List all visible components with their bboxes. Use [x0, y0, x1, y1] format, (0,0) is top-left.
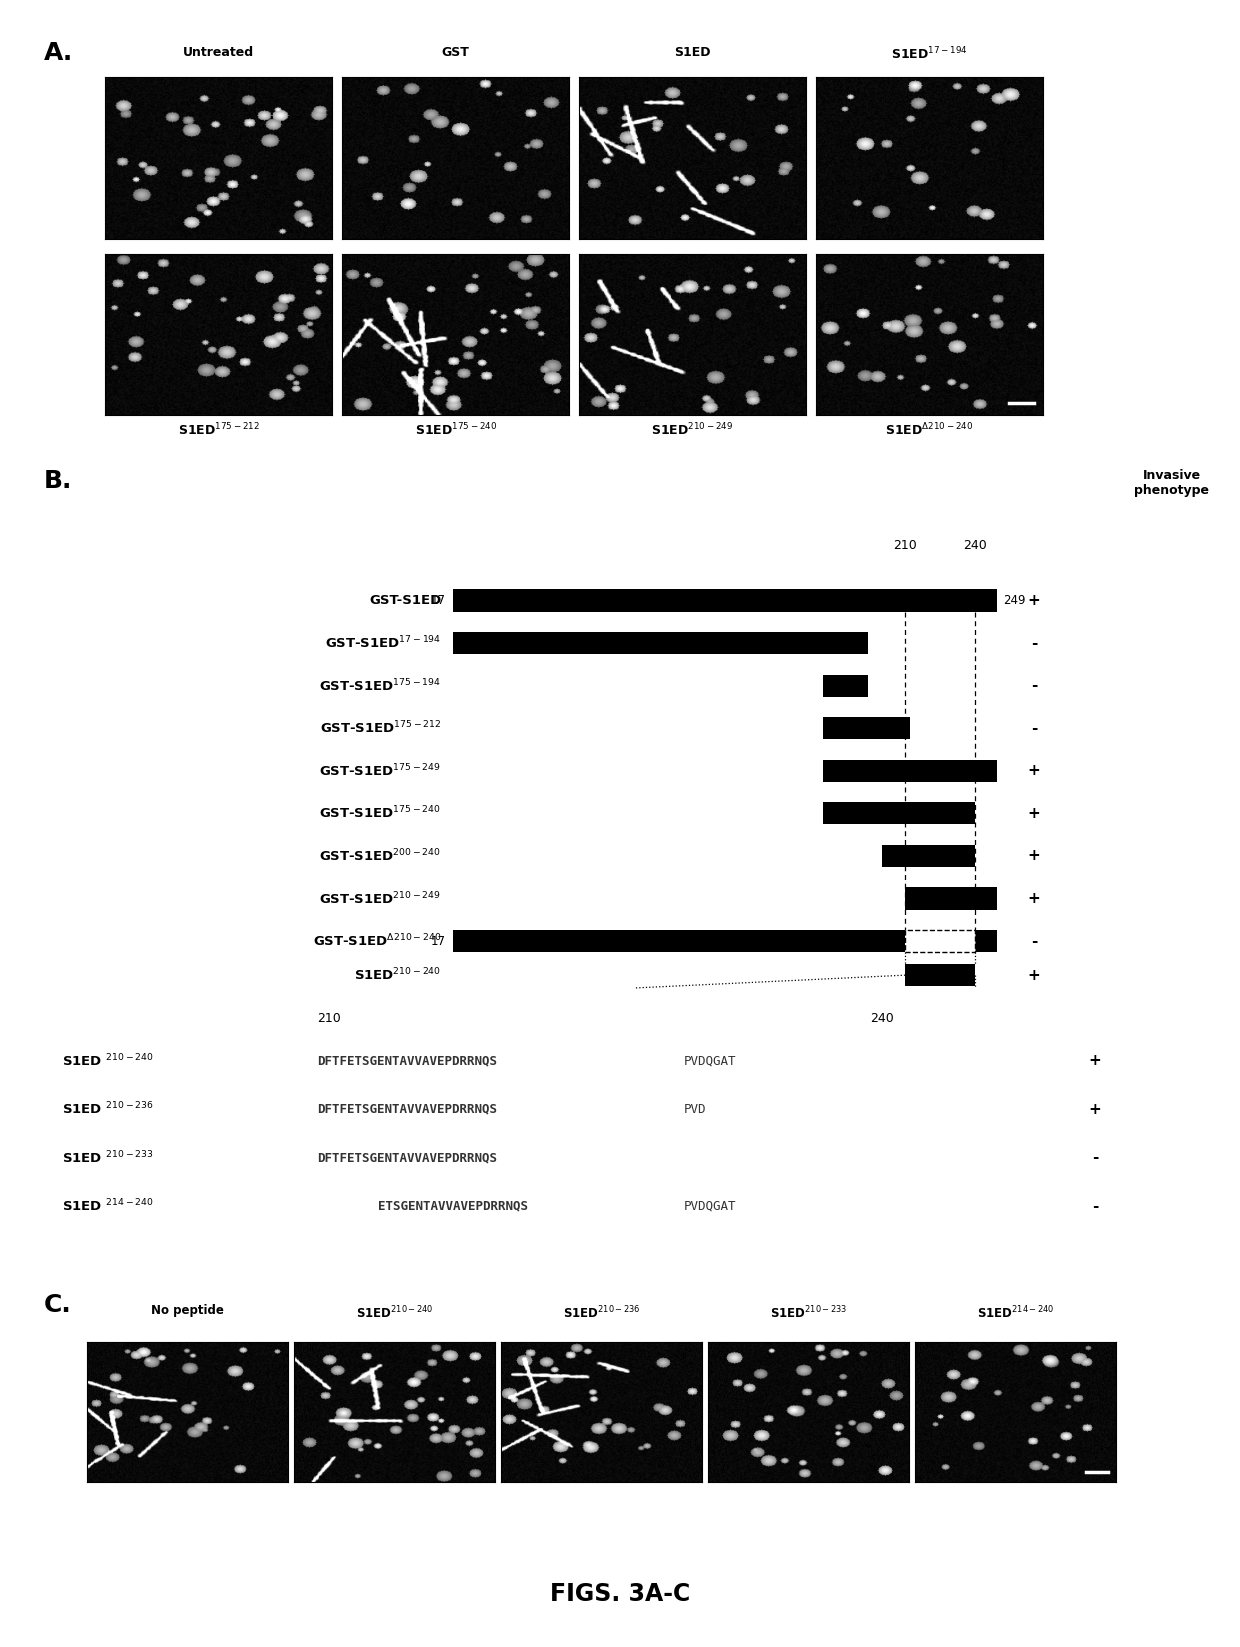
- Text: B.: B.: [43, 469, 72, 494]
- Text: S1ED$^{210-249}$: S1ED$^{210-249}$: [651, 422, 734, 438]
- Text: FIGS. 3A-C: FIGS. 3A-C: [549, 1581, 691, 1606]
- Text: GST-S1ED$^{\Delta210-240}$: GST-S1ED$^{\Delta210-240}$: [312, 932, 441, 949]
- Text: S1ED$^{175-240}$: S1ED$^{175-240}$: [414, 422, 497, 438]
- Bar: [453, 632, 868, 654]
- Text: -: -: [1091, 1199, 1099, 1214]
- Text: S1ED$^{210-233}$: S1ED$^{210-233}$: [770, 1304, 847, 1321]
- Text: 240: 240: [963, 539, 987, 552]
- Text: S1ED $^{210-236}$: S1ED $^{210-236}$: [62, 1102, 154, 1118]
- Text: 210: 210: [317, 1013, 341, 1026]
- Text: PVDQGAT: PVDQGAT: [684, 1054, 737, 1067]
- Text: PVDQGAT: PVDQGAT: [684, 1201, 737, 1212]
- Text: DFTFETSGENTAVVAVEPDRRNQS: DFTFETSGENTAVVAVEPDRRNQS: [317, 1054, 497, 1067]
- Bar: [905, 888, 997, 909]
- Bar: [823, 759, 997, 782]
- Text: S1ED$^{175-212}$: S1ED$^{175-212}$: [177, 422, 260, 438]
- Text: GST-S1ED$^{210-249}$: GST-S1ED$^{210-249}$: [320, 891, 441, 907]
- Text: No peptide: No peptide: [151, 1304, 223, 1318]
- Bar: [882, 845, 976, 866]
- Text: -: -: [1030, 636, 1037, 651]
- Text: -: -: [1030, 679, 1037, 693]
- Text: ETSGENTAVVAVEPDRRNQS: ETSGENTAVVAVEPDRRNQS: [378, 1201, 528, 1212]
- Text: S1ED$^{210-240}$: S1ED$^{210-240}$: [356, 1304, 433, 1321]
- Bar: [976, 931, 997, 952]
- Bar: [823, 675, 868, 697]
- Bar: [823, 716, 910, 740]
- Text: S1ED$^{210-240}$: S1ED$^{210-240}$: [355, 967, 441, 983]
- Text: GST-S1ED$^{175-194}$: GST-S1ED$^{175-194}$: [320, 677, 441, 693]
- Text: S1ED$^{214-240}$: S1ED$^{214-240}$: [977, 1304, 1054, 1321]
- Text: GST-S1ED$^{175-249}$: GST-S1ED$^{175-249}$: [320, 763, 441, 779]
- Text: +: +: [1028, 593, 1040, 608]
- Text: GST-S1ED: GST-S1ED: [370, 595, 441, 608]
- Bar: [905, 963, 976, 987]
- Text: GST-S1ED$^{17-194}$: GST-S1ED$^{17-194}$: [325, 634, 441, 652]
- Text: DFTFETSGENTAVVAVEPDRRNQS: DFTFETSGENTAVVAVEPDRRNQS: [317, 1151, 497, 1164]
- Text: Untreated: Untreated: [184, 46, 254, 59]
- Text: +: +: [1089, 1054, 1101, 1069]
- Bar: [453, 931, 905, 952]
- Text: C.: C.: [43, 1293, 71, 1318]
- Bar: [823, 802, 976, 825]
- Text: GST-S1ED$^{175-212}$: GST-S1ED$^{175-212}$: [320, 720, 441, 736]
- Text: S1ED$^{17-194}$: S1ED$^{17-194}$: [892, 46, 967, 63]
- Text: S1ED$^{210-236}$: S1ED$^{210-236}$: [563, 1304, 640, 1321]
- Text: -: -: [1091, 1150, 1099, 1166]
- Text: A.: A.: [43, 41, 73, 66]
- Text: S1ED$^{\Delta210-240}$: S1ED$^{\Delta210-240}$: [885, 422, 973, 438]
- Text: GST: GST: [441, 46, 470, 59]
- Text: GST-S1ED$^{175-240}$: GST-S1ED$^{175-240}$: [320, 805, 441, 822]
- Text: GST-S1ED$^{200-240}$: GST-S1ED$^{200-240}$: [320, 848, 441, 865]
- Text: S1ED $^{214-240}$: S1ED $^{214-240}$: [62, 1197, 154, 1214]
- Text: S1ED $^{210-233}$: S1ED $^{210-233}$: [62, 1150, 154, 1166]
- Text: Invasive
phenotype: Invasive phenotype: [1135, 469, 1209, 497]
- Text: S1ED: S1ED: [675, 46, 711, 59]
- Text: 210: 210: [893, 539, 918, 552]
- Text: +: +: [1028, 805, 1040, 820]
- Text: +: +: [1028, 968, 1040, 983]
- Bar: [453, 590, 997, 611]
- Text: +: +: [1089, 1102, 1101, 1117]
- Text: +: +: [1028, 891, 1040, 906]
- Bar: [905, 931, 976, 952]
- Text: +: +: [1028, 763, 1040, 779]
- Text: 17: 17: [432, 934, 446, 947]
- Text: DFTFETSGENTAVVAVEPDRRNQS: DFTFETSGENTAVVAVEPDRRNQS: [317, 1103, 497, 1115]
- Text: PVD: PVD: [684, 1103, 707, 1115]
- Text: 240: 240: [870, 1013, 894, 1026]
- Text: 249: 249: [1003, 595, 1025, 608]
- Text: 17: 17: [432, 595, 446, 608]
- Text: -: -: [1030, 934, 1037, 949]
- Text: +: +: [1028, 848, 1040, 863]
- Text: -: -: [1030, 721, 1037, 736]
- Text: S1ED $^{210-240}$: S1ED $^{210-240}$: [62, 1052, 154, 1069]
